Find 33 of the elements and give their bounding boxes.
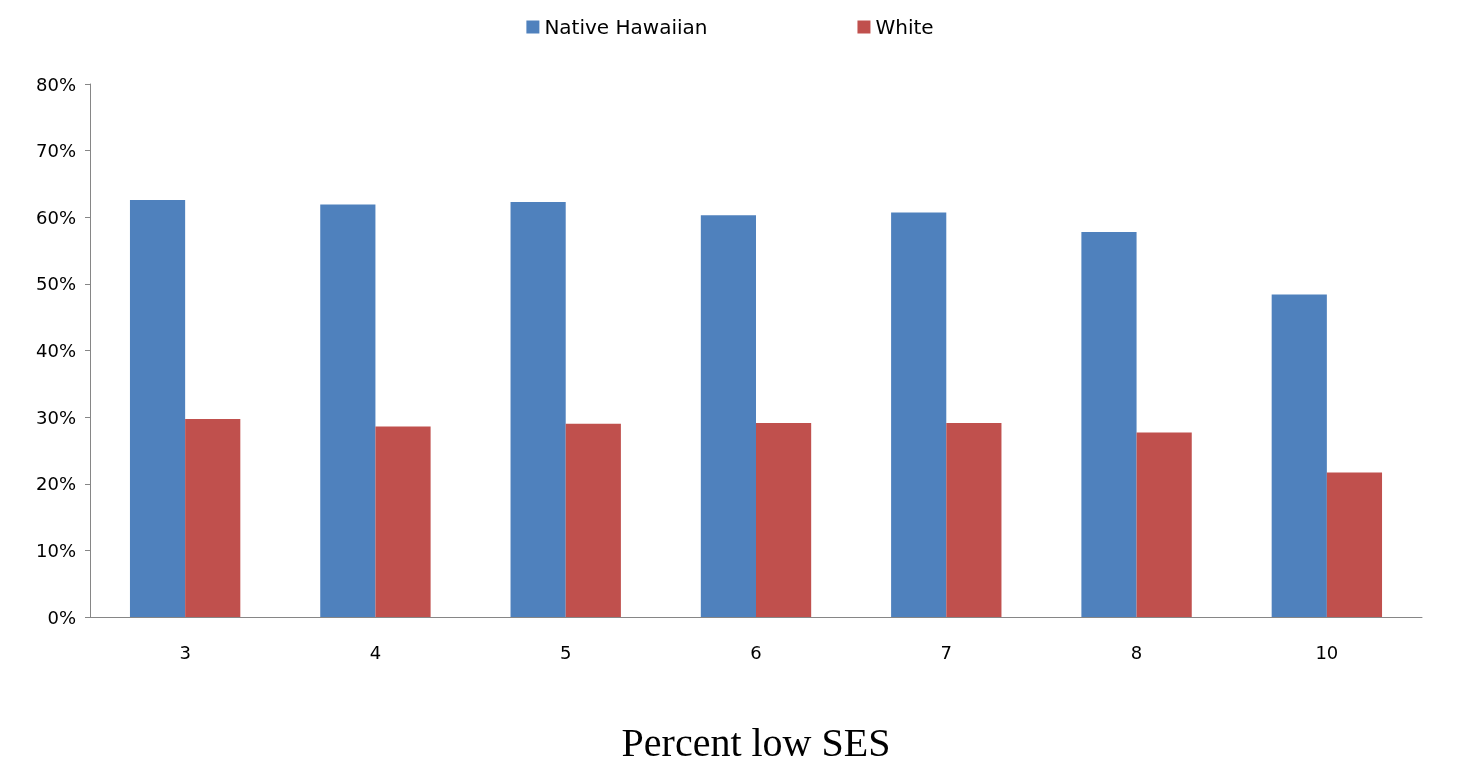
x-tick-label: 4 <box>369 641 382 663</box>
x-axis-title: Percent low SES <box>621 719 891 765</box>
y-tick-label: 40% <box>35 340 76 361</box>
y-tick-label: 20% <box>35 473 76 495</box>
x-tick-label: 6 <box>750 641 762 663</box>
bar <box>375 426 431 617</box>
bar <box>129 199 186 617</box>
bar <box>1081 231 1137 617</box>
x-tick-label: 10 <box>1315 641 1339 663</box>
bar <box>891 212 947 617</box>
legend-label: Native Hawaiian <box>544 15 708 39</box>
y-tick-label: 10% <box>35 539 76 561</box>
bar <box>185 419 241 617</box>
y-tick-label: 30% <box>35 406 76 428</box>
y-tick-label: 60% <box>35 206 76 228</box>
bar <box>1136 432 1192 617</box>
y-tick-label: 70% <box>35 140 76 162</box>
bar <box>700 215 756 617</box>
y-tick-label: 80% <box>35 73 76 95</box>
x-tick-label: 7 <box>940 641 953 663</box>
bar <box>565 423 621 617</box>
bar <box>946 423 1002 617</box>
y-tick-label: 0% <box>47 606 76 628</box>
y-tick-label: 50% <box>35 273 76 295</box>
x-tick-label: 3 <box>179 641 191 663</box>
bar <box>510 201 566 617</box>
legend-label: White <box>875 15 934 39</box>
bar <box>1271 294 1327 617</box>
x-tick-label: 5 <box>559 641 572 663</box>
bar <box>320 204 376 617</box>
bar <box>1326 472 1383 617</box>
x-tick-label: 8 <box>1130 641 1143 663</box>
bar <box>756 423 812 617</box>
